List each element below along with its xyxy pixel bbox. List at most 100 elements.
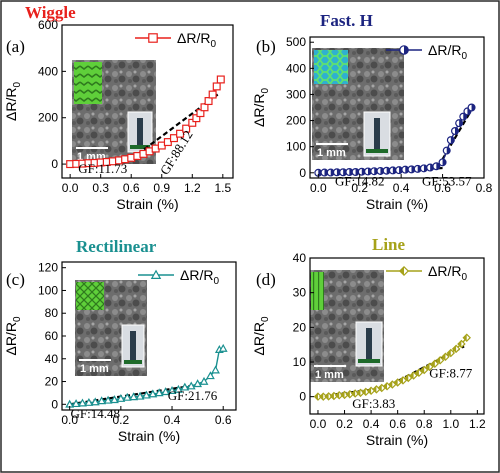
legend-label-main: ΔR/R xyxy=(177,30,210,46)
inset-pattern xyxy=(314,50,348,84)
data-point xyxy=(467,103,476,112)
x-tick-label: 0.3 xyxy=(92,181,109,195)
data-point xyxy=(218,343,228,352)
legend-label: ΔR/R0 xyxy=(180,267,219,287)
y-axis-label-sub: 0 xyxy=(12,82,23,88)
panel-rectilinear: Rectilinear (c) 1 mm 0.0 0.2 0.4 0.6 0 20 40 60 80 1… xyxy=(3,237,237,444)
inset-sample-strip xyxy=(374,118,380,150)
data-point xyxy=(442,146,451,155)
data-point xyxy=(438,158,447,167)
scale-bar-label: 1 mm xyxy=(317,147,346,159)
data-point xyxy=(432,162,441,171)
inset-photo: 1 mm xyxy=(75,280,147,376)
x-axis-label: Strain (%) xyxy=(116,196,178,212)
panel-title: Rectilinear xyxy=(76,237,157,256)
x-axis-label: Strain (%) xyxy=(118,428,180,444)
y-tick-label: 500 xyxy=(286,35,306,49)
legend-label-main: ΔR/R xyxy=(180,267,213,283)
data-point xyxy=(154,388,164,397)
data-point xyxy=(135,391,145,400)
legend-label-sub: 0 xyxy=(213,276,219,287)
legend-label-sub: 0 xyxy=(210,39,216,50)
x-tick-label: 0.6 xyxy=(389,417,406,431)
legend-label-sub: 0 xyxy=(461,272,467,283)
y-tick-label: 60 xyxy=(45,329,59,343)
data-point xyxy=(212,82,221,91)
y-axis-label-sub: 0 xyxy=(260,316,271,322)
legend-marker xyxy=(150,269,162,279)
x-tick-label: 1.0 xyxy=(442,417,459,431)
data-point xyxy=(182,124,191,133)
y-tick-label: 400 xyxy=(38,64,58,78)
y-tick-label: 600 xyxy=(38,18,58,32)
x-tick-label: 0.0 xyxy=(61,413,78,427)
y-tick-label: 100 xyxy=(38,283,58,297)
y-axis-label-main: ΔR/R xyxy=(3,88,19,121)
data-point xyxy=(441,352,450,362)
x-tick-label: 0.0 xyxy=(310,181,327,195)
data-point xyxy=(320,168,329,177)
data-point xyxy=(200,103,209,112)
y-tick-label: 300 xyxy=(286,87,306,101)
data-point xyxy=(457,339,466,349)
panel-label: (d) xyxy=(256,270,276,289)
data-point xyxy=(148,389,158,398)
data-point xyxy=(340,390,349,400)
panel-label: (c) xyxy=(6,270,25,289)
y-axis-label: ΔR/R0 xyxy=(251,88,271,127)
data-point xyxy=(193,379,203,388)
panel-line: Line (d) 1 mm 0.0 0.2 0.4 0.6 0.8 1.0 1.2 0 10 20 30 4… xyxy=(251,235,486,448)
inset-sample-clamp xyxy=(358,359,380,363)
y-tick-label: 200 xyxy=(38,111,58,125)
data-point xyxy=(199,376,209,385)
annotation-gf: GF:53.57 xyxy=(422,173,472,188)
inset-sample-clamp xyxy=(124,360,142,364)
x-axis-label: Strain (%) xyxy=(366,196,428,212)
data-point xyxy=(398,376,408,385)
x-tick-label: 0.9 xyxy=(153,181,170,195)
legend-marker xyxy=(399,45,409,55)
data-point xyxy=(376,166,385,175)
inset-pattern xyxy=(311,272,324,310)
x-tick-label: 0.0 xyxy=(62,181,79,195)
x-tick-label: 0.4 xyxy=(393,181,410,195)
x-tick-label: 0.0 xyxy=(310,417,327,431)
panel-title: Line xyxy=(372,235,406,254)
scale-bar-label: 1 mm xyxy=(315,369,344,381)
legend-label: ΔR/R0 xyxy=(177,30,216,50)
data-point xyxy=(71,399,81,408)
y-tick-label: 120 xyxy=(38,261,58,275)
plot-frame xyxy=(61,24,234,179)
x-tick-label: 1.2 xyxy=(469,417,486,431)
plot-frame xyxy=(309,36,485,179)
x-tick-label: 0.6 xyxy=(215,413,232,427)
data-point xyxy=(414,368,424,377)
y-axis-label: ΔR/R0 xyxy=(3,316,23,355)
legend-label-sub: 0 xyxy=(461,51,467,62)
x-tick-label: 0.4 xyxy=(164,413,181,427)
data-point xyxy=(97,396,107,405)
data-point xyxy=(204,97,213,106)
y-tick-label: 0 xyxy=(299,166,306,180)
data-point xyxy=(110,395,119,404)
data-point xyxy=(90,397,100,406)
y-tick-label: 200 xyxy=(286,114,306,128)
annotation-gf: GF:14.82 xyxy=(335,173,384,188)
y-tick-label: 40 xyxy=(293,251,307,265)
inset-photo: 1 mm xyxy=(312,48,404,160)
data-point xyxy=(84,397,94,406)
data-point xyxy=(129,392,139,401)
panel-wiggle: Wiggle(a) 1 mm 0.0 0.3 0.6 0.9 1.2 1.5 0 200 400 60… xyxy=(3,3,234,212)
data-point xyxy=(216,75,225,84)
y-axis-label-sub: 0 xyxy=(12,316,23,322)
x-tick-label: 0.6 xyxy=(434,181,451,195)
data-point xyxy=(186,381,196,390)
y-tick-label: 30 xyxy=(293,286,307,300)
y-axis-label-main: ΔR/R xyxy=(251,322,267,355)
legend-marker xyxy=(148,33,158,43)
data-point xyxy=(462,333,471,342)
legend-marker xyxy=(398,265,410,277)
annotation-gf: GF:8.77 xyxy=(429,366,472,381)
inset-sample-clamp xyxy=(130,145,150,149)
